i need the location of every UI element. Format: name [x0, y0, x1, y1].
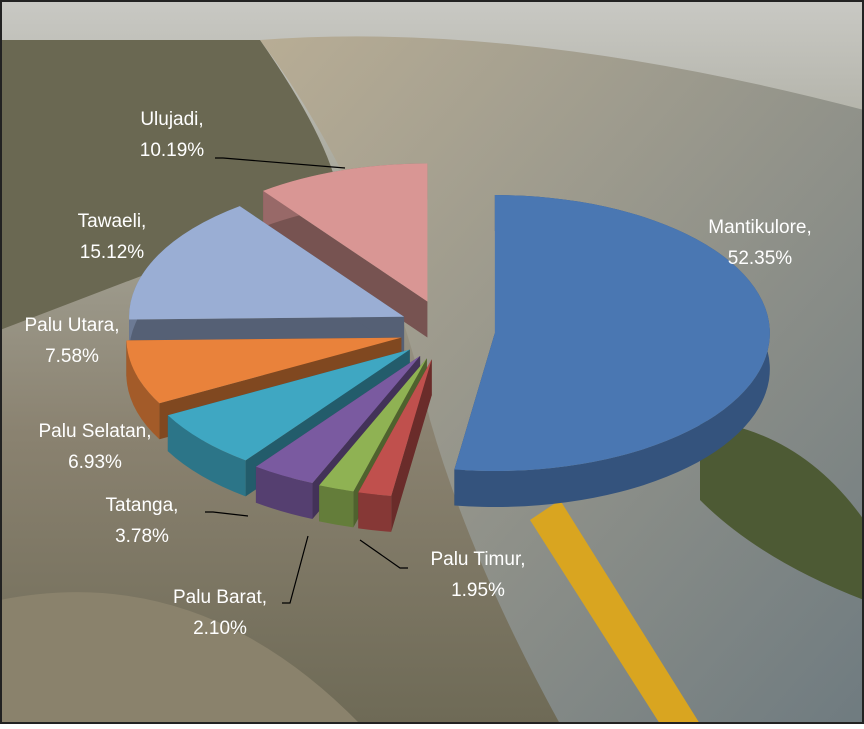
- slice-top: [263, 163, 428, 302]
- slice: [358, 359, 432, 532]
- value-label: 1.95%: [451, 580, 505, 601]
- slice-side: [167, 415, 246, 497]
- slice-top: [255, 356, 421, 484]
- category-label: Palu Selatan,: [38, 421, 151, 442]
- labels: Mantikulore, 52.35% Palu Timur, 1.95% Palu B…: [24, 109, 811, 639]
- slice-side: [255, 466, 313, 520]
- value-label: 7.58%: [45, 346, 99, 367]
- slice-top: [358, 359, 432, 496]
- pie: [126, 163, 770, 532]
- slice: [454, 195, 770, 508]
- slice: [263, 163, 428, 338]
- leader-line: [215, 157, 346, 169]
- slice-top: [126, 337, 402, 404]
- category-label: Palu Utara,: [24, 315, 119, 336]
- value-label: 10.19%: [140, 140, 205, 161]
- leader-line: [282, 535, 309, 604]
- value-label: 52.35%: [728, 248, 793, 269]
- slice-side: [319, 485, 354, 528]
- category-label: Palu Timur,: [430, 549, 525, 570]
- category-label: Tawaeli,: [78, 211, 147, 232]
- leader-line: [359, 539, 408, 569]
- value-label: 15.12%: [80, 242, 145, 263]
- category-label: Tatanga,: [106, 495, 179, 516]
- slice-side: [126, 340, 160, 440]
- slice-top: [319, 358, 427, 492]
- slice-wall: [263, 190, 428, 338]
- slice-top: [129, 206, 405, 320]
- value-label: 3.78%: [115, 526, 169, 547]
- slice-side: [358, 492, 392, 532]
- slice-top: [167, 349, 410, 461]
- category-label: Ulujadi,: [140, 109, 203, 130]
- value-label: 6.93%: [68, 452, 122, 473]
- slice-top: [454, 195, 770, 472]
- category-label: Mantikulore,: [708, 217, 812, 238]
- slice-side: [454, 195, 770, 508]
- category-label: Palu Barat,: [173, 587, 267, 608]
- leader-line: [205, 511, 249, 517]
- value-label: 2.10%: [193, 618, 247, 639]
